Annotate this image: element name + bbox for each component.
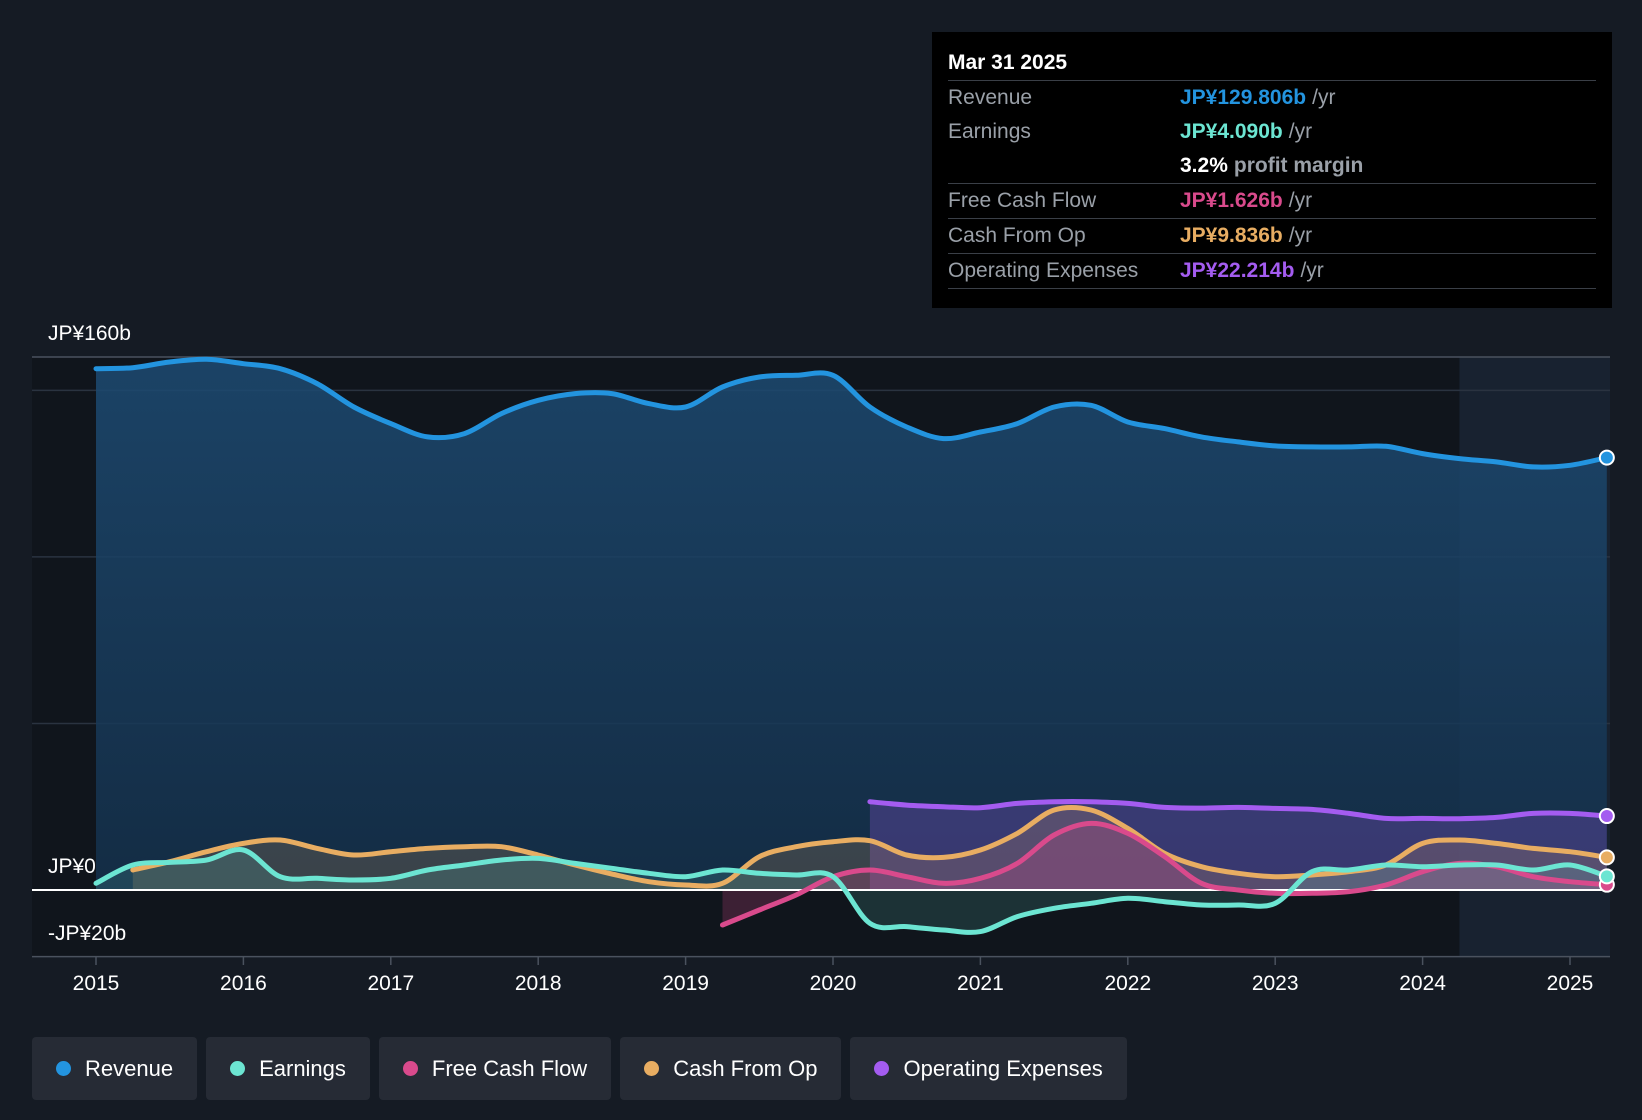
x-tick-label: 2016 <box>220 972 267 995</box>
legend-dot-icon <box>402 1061 418 1076</box>
end-marker-opex <box>1598 808 1615 825</box>
legend-label: Cash From Op <box>673 1055 818 1081</box>
tooltip-unit: /yr <box>1288 189 1313 212</box>
tooltip-label: Free Cash Flow <box>948 189 1097 212</box>
legend-dot-icon <box>644 1061 660 1076</box>
y-label-top: JP¥160b <box>48 322 131 345</box>
legend-item-revenue[interactable]: Revenue <box>32 1037 198 1100</box>
x-tick-label: 2019 <box>662 972 709 995</box>
tooltip-value: JP¥22.214b <box>1180 259 1295 282</box>
tooltip-row-earnings: Earnings JP¥4.090b /yr <box>948 115 1596 149</box>
x-tick-label: 2022 <box>1104 972 1151 995</box>
end-marker-cfo <box>1598 849 1615 866</box>
tooltip-date: Mar 31 2025 <box>948 51 1068 74</box>
end-markers <box>1598 449 1615 893</box>
financial-chart: JP¥160b JP¥0 -JP¥20b 2015 2016 2017 2018 201… <box>32 322 1615 995</box>
y-label-zero: JP¥0 <box>48 855 96 878</box>
tooltip-unit: /yr <box>1288 224 1313 247</box>
tooltip-value: 3.2% <box>1180 154 1228 177</box>
x-tick-label: 2025 <box>1547 972 1594 995</box>
legend: Revenue Earnings Free Cash Flow Cash Fro… <box>32 1037 1127 1100</box>
x-tick-labels: 2015 2016 2017 2018 2019 2020 2021 2022 2023 2024… <box>73 972 1594 995</box>
tooltip-label: Cash From Op <box>948 224 1086 247</box>
legend-label: Free Cash Flow <box>431 1055 588 1081</box>
tooltip-unit: profit margin <box>1233 154 1364 177</box>
y-label-bottom: -JP¥20b <box>48 922 126 945</box>
tooltip-divider <box>948 288 1596 289</box>
end-marker-earnings <box>1598 868 1615 885</box>
x-tick-label: 2020 <box>810 972 857 995</box>
tooltip-label: Operating Expenses <box>948 259 1139 282</box>
tooltip-unit: /yr <box>1288 120 1313 143</box>
legend-item-earnings[interactable]: Earnings <box>206 1037 370 1100</box>
legend-item-operating-expenses[interactable]: Operating Expenses <box>850 1037 1127 1100</box>
tooltip-value: JP¥4.090b <box>1180 120 1283 143</box>
legend-item-free-cash-flow[interactable]: Free Cash Flow <box>378 1037 612 1100</box>
x-tick-label: 2015 <box>73 972 120 995</box>
axes <box>95 957 1571 965</box>
tooltip-panel: Mar 31 2025 Revenue JP¥129.806b /yr Earn… <box>932 32 1612 308</box>
x-tick-label: 2018 <box>515 972 562 995</box>
tooltip-value: JP¥129.806b <box>1180 86 1307 109</box>
tooltip-row-margin: 3.2% profit margin <box>948 149 1596 183</box>
tooltip-label-empty <box>948 149 1180 183</box>
x-tick-label: 2021 <box>957 972 1004 995</box>
line-earnings <box>93 847 1610 935</box>
x-tick-label: 2023 <box>1252 972 1299 995</box>
tooltip-row-cfo: Cash From Op JP¥9.836b /yr <box>948 218 1596 253</box>
legend-label: Earnings <box>259 1055 346 1081</box>
legend-label: Revenue <box>85 1055 174 1081</box>
legend-dot-icon <box>230 1061 246 1076</box>
area-revenue <box>96 359 1607 890</box>
end-marker-revenue <box>1598 449 1615 466</box>
tooltip-row-opex: Operating Expenses JP¥22.214b /yr <box>948 253 1596 288</box>
legend-dot-icon <box>56 1061 71 1076</box>
area-fcf <box>722 823 1607 925</box>
tooltip-value: JP¥9.836b <box>1180 224 1283 247</box>
legend-label: Operating Expenses <box>903 1055 1103 1081</box>
tooltip-unit: /yr <box>1312 86 1336 109</box>
tooltip-label: Revenue <box>948 86 1033 109</box>
x-tick-label: 2017 <box>367 972 414 995</box>
tooltip-unit: /yr <box>1300 259 1324 282</box>
tooltip-row-revenue: Revenue JP¥129.806b /yr <box>948 80 1596 115</box>
line-revenue <box>93 356 1610 470</box>
tooltip-row-fcf: Free Cash Flow JP¥1.626b /yr <box>948 183 1596 218</box>
x-tick-label: 2024 <box>1399 972 1446 995</box>
tooltip-value: JP¥1.626b <box>1180 189 1283 212</box>
legend-item-cash-from-op[interactable]: Cash From Op <box>620 1037 842 1100</box>
legend-dot-icon <box>874 1061 890 1076</box>
area-cfo <box>132 807 1607 890</box>
series-areas <box>32 359 1610 933</box>
series-lines <box>93 356 1610 935</box>
tooltip-label: Earnings <box>948 120 1031 143</box>
line-opex <box>867 798 1610 822</box>
